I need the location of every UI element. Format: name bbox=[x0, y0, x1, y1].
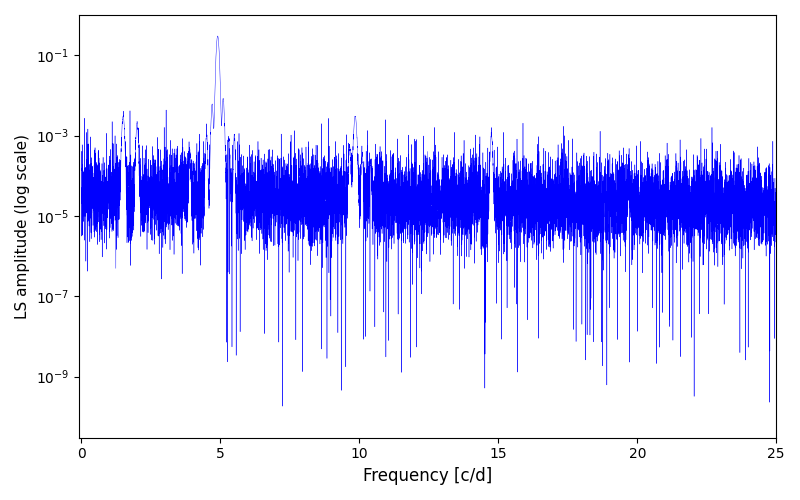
Y-axis label: LS amplitude (log scale): LS amplitude (log scale) bbox=[15, 134, 30, 319]
X-axis label: Frequency [c/d]: Frequency [c/d] bbox=[363, 467, 492, 485]
